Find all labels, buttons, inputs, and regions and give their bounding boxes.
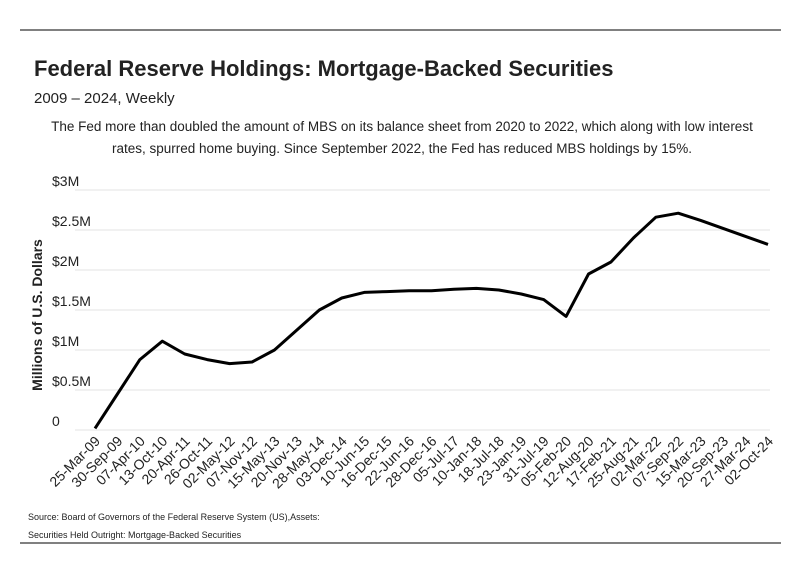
y-tick-label: $0.5M	[52, 373, 91, 389]
y-tick-label: $3M	[52, 173, 79, 189]
chart-title: Federal Reserve Holdings: Mortgage-Backe…	[34, 56, 614, 81]
description: The Fed more than doubled the amount of …	[51, 119, 753, 134]
source: Source: Board of Governors of the Federa…	[28, 512, 320, 522]
description: rates, spurred home buying. Since Septem…	[112, 141, 692, 156]
line	[93, 211, 769, 430]
y-tick-label: $2.5M	[52, 213, 91, 229]
y-tick-label: $1M	[52, 333, 79, 349]
y-tick-label: $2M	[52, 253, 79, 269]
y-tick-label: 0	[52, 413, 60, 429]
y-tick-label: $1.5M	[52, 293, 91, 309]
source: Securities Held Outright: Mortgage-Backe…	[28, 530, 242, 540]
y-axis-label: Millions of U.S. Dollars	[29, 239, 45, 391]
chart-subtitle: 2009 – 2024, Weekly	[34, 90, 175, 107]
